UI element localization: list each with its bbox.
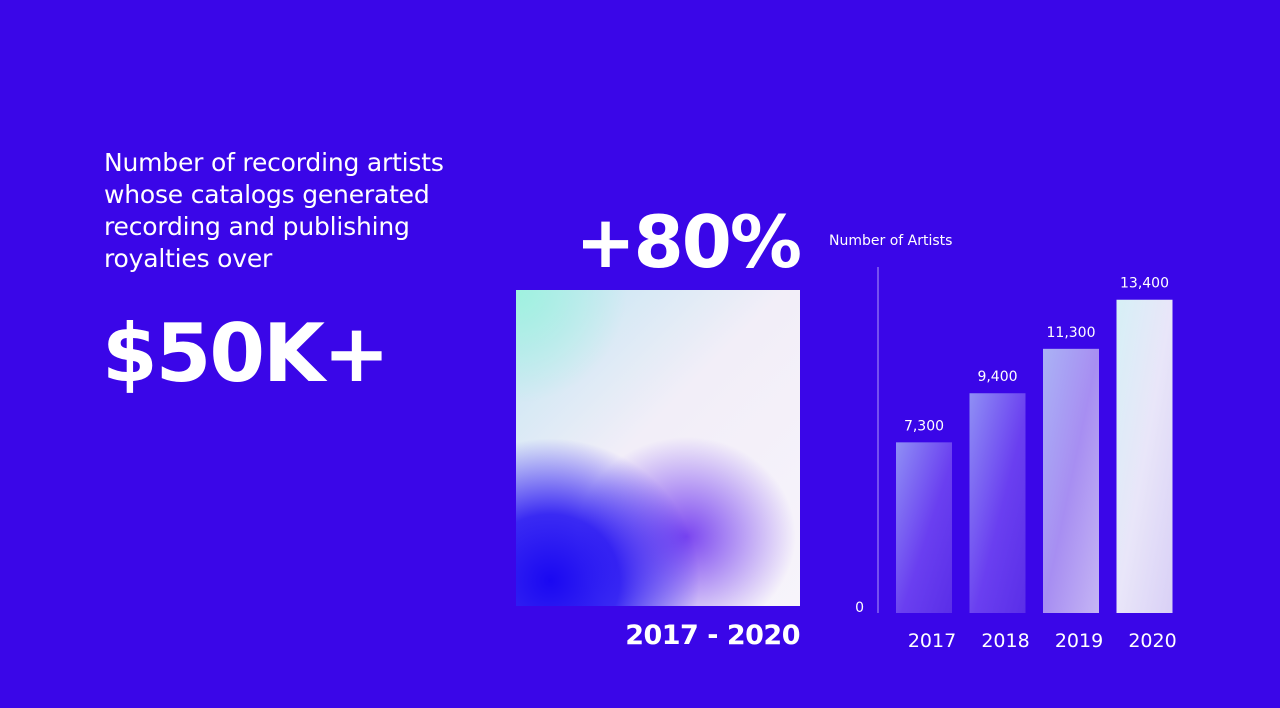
bar-value-label-2018: 9,400 [977, 369, 1017, 385]
growth-percentage: +80% [575, 200, 802, 284]
bar-2019 [1043, 348, 1099, 613]
headline-value: $50K+ [102, 307, 390, 400]
x-tick-label-2020: 2020 [1128, 630, 1176, 652]
bar-chart-svg: Number of Artists 0 7,300 2017 9,400 2018 11… [829, 233, 1177, 652]
bar-value-label-2017: 7,300 [904, 418, 944, 434]
bar-2017 [896, 442, 952, 613]
y-axis-label: Number of Artists [829, 233, 952, 249]
bar-2020 [1116, 299, 1173, 613]
bar-2018 [969, 393, 1026, 613]
x-tick-label-2017: 2017 [908, 630, 956, 652]
y-tick-label: 0 [855, 600, 864, 616]
bar-value-label-2019: 11,300 [1047, 325, 1096, 341]
intro-text: Number of recording artists whose catalo… [104, 148, 444, 273]
bar-value-label-2020: 13,400 [1120, 276, 1169, 292]
gradient-visual [516, 290, 800, 606]
x-tick-label-2019: 2019 [1055, 630, 1103, 652]
x-tick-label-2018: 2018 [981, 630, 1029, 652]
period-label: 2017 - 2020 [625, 620, 800, 651]
bar-chart: Number of Artists 0 7,300 2017 9,400 2018 11… [820, 220, 1200, 670]
